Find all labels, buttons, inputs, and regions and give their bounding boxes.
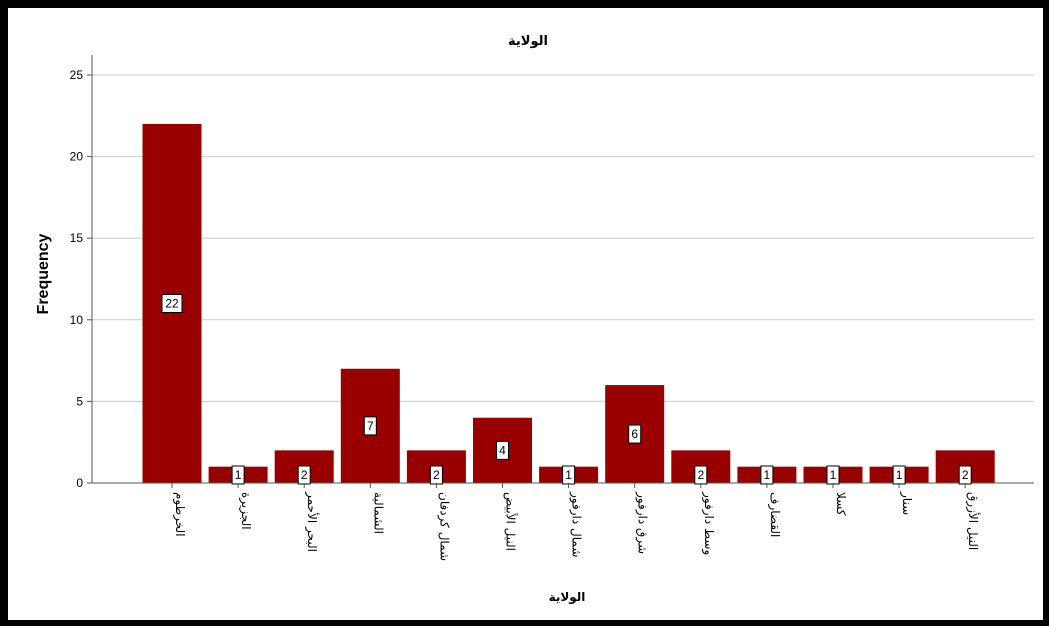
y-tick-label: 5 [76, 394, 83, 408]
y-tick-label: 20 [70, 150, 84, 164]
x-axis-title: الولاية [549, 590, 586, 605]
category-label: سنار [899, 491, 914, 515]
category-label: النيل الأزرق [965, 492, 981, 550]
category-label: القضارف [767, 492, 782, 537]
category-label: البحر الأحمر [304, 491, 320, 552]
y-tick-label: 0 [76, 476, 83, 490]
category-label: وسط دارفور [701, 491, 716, 555]
y-tick-label: 25 [70, 68, 84, 82]
data-label: 22 [165, 296, 179, 310]
y-tick-label: 15 [70, 231, 84, 245]
category-label: شرق دارفور [635, 491, 650, 554]
data-label: 2 [697, 468, 704, 482]
category-label: الجزيرة [238, 492, 253, 530]
y-tick-label: 10 [70, 313, 84, 327]
data-label: 4 [499, 443, 506, 457]
category-label: الشمالية [371, 492, 385, 534]
data-label: 7 [367, 419, 374, 433]
data-label: 1 [565, 468, 572, 482]
category-label: شمال كردفان [436, 492, 451, 561]
category-label: الخرطوم [172, 492, 187, 537]
data-label: 1 [764, 468, 771, 482]
data-label: 2 [433, 468, 440, 482]
y-axis-title: Frequency [35, 233, 52, 314]
chart-panel: الولاية Frequency الولاية 0 5 10 15 20 25 22 1… [8, 8, 1043, 620]
category-label: كسلا [834, 492, 848, 516]
category-label: شمال دارفور [569, 491, 584, 557]
data-label: 1 [896, 468, 903, 482]
data-label: 1 [235, 468, 242, 482]
data-label: 6 [631, 427, 638, 441]
data-label: 1 [830, 468, 837, 482]
data-label: 2 [301, 468, 308, 482]
category-label: النيل الأبيض [503, 492, 519, 551]
chart-title: الولاية [508, 34, 548, 49]
data-label: 2 [962, 468, 969, 482]
